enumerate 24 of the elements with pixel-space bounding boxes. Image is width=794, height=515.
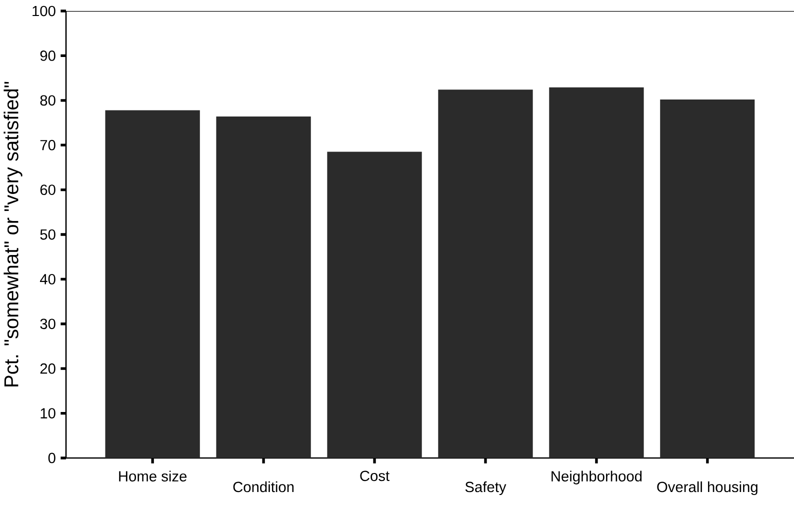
y-tick-label: 70 xyxy=(40,140,56,150)
y-tick-label: 50 xyxy=(40,229,56,240)
y-tick-label: 100 xyxy=(32,6,56,16)
x-tick-label: Neighborhood xyxy=(552,470,642,484)
bar xyxy=(105,110,200,458)
y-tick-label: 90 xyxy=(40,50,56,61)
x-tick-label: Cost xyxy=(360,470,390,482)
bar xyxy=(327,152,422,458)
y-tick-label: 10 xyxy=(40,408,56,418)
bar xyxy=(216,116,311,458)
x-tick-label: Home size xyxy=(119,470,187,482)
bar xyxy=(549,87,644,458)
y-tick-label: 40 xyxy=(40,274,56,284)
y-axis-title: Pct. "somewhat" or "very satisfied" xyxy=(4,82,22,386)
bar xyxy=(438,90,533,458)
y-tick-label: 20 xyxy=(40,363,56,374)
y-tick-label: 80 xyxy=(40,95,56,106)
y-tick-label: 0 xyxy=(48,452,56,464)
x-tick-label: Overall housing xyxy=(657,481,758,496)
bar xyxy=(660,100,755,458)
y-tick-label: 30 xyxy=(40,318,56,330)
x-tick-label: Condition xyxy=(233,481,294,492)
y-tick-label: 60 xyxy=(40,184,56,195)
x-tick-label: Safety xyxy=(465,481,506,496)
